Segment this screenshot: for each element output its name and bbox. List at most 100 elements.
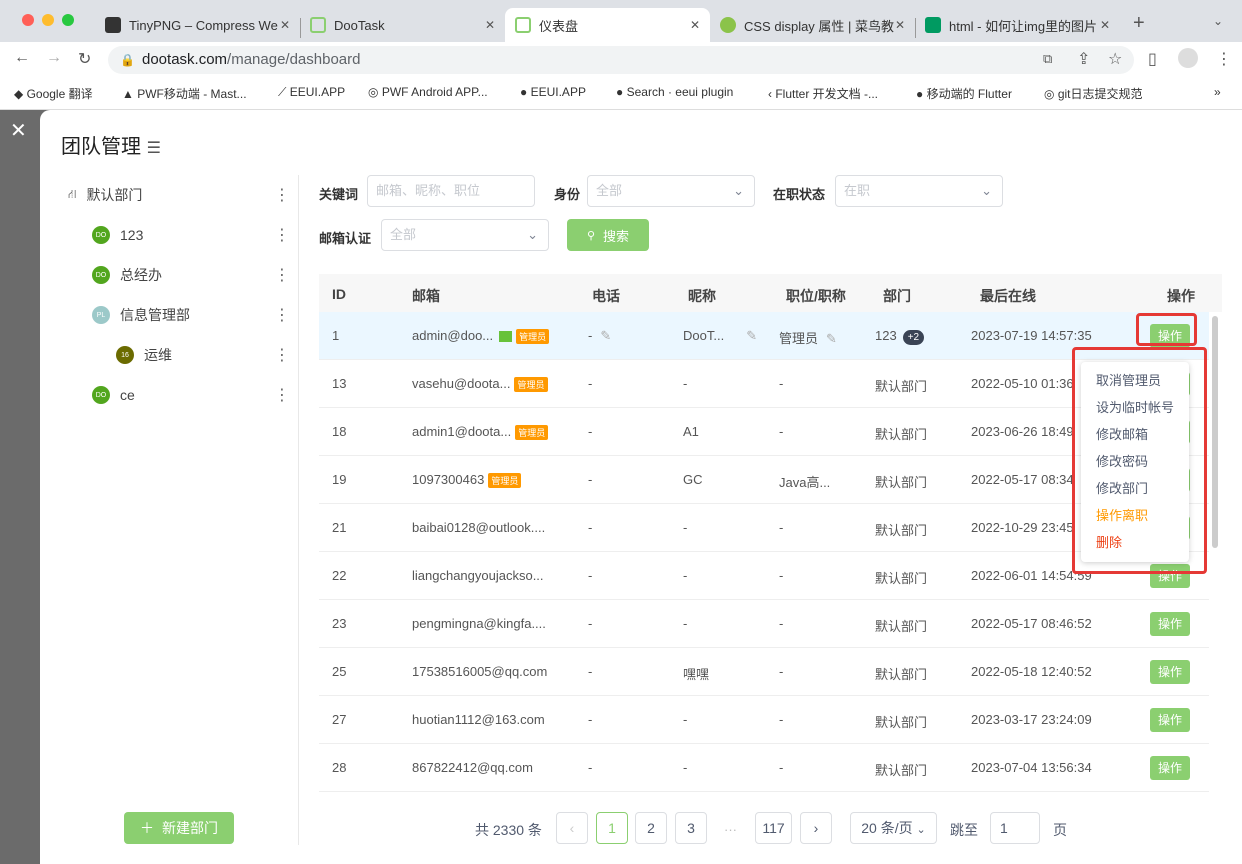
table-row[interactable]: 23 pengmingna@kingfa.... - - - 默认部门 2022-05-17… xyxy=(319,600,1209,648)
table-row[interactable]: 1 admin@doo... 管理员 - ✎ DooT... ✎ 管理员 ✎ 123 +2 2023-… xyxy=(319,312,1209,360)
table-row[interactable]: 28 867822412@qq.com - - - 默认部门 2023-07-04 13:5… xyxy=(319,744,1209,792)
more-options-icon[interactable]: ⋮ xyxy=(274,307,290,324)
browser-tab[interactable]: TinyPNG – Compress We ✕ xyxy=(95,8,300,42)
bookmark-label: Search · eeui plugin xyxy=(626,85,734,99)
menu-icon[interactable]: ⋮ xyxy=(1216,51,1232,68)
tree-item-department[interactable]: ⛙ 默认部门 xyxy=(68,183,142,207)
table-row[interactable]: 22 liangchangyoujackso... - - - 默认部门 2022-06-0… xyxy=(319,552,1209,600)
menu-item[interactable]: 修改部门 xyxy=(1096,481,1149,496)
forward-icon[interactable]: → xyxy=(46,49,62,66)
cell-last-online: 2023-07-04 13:56:34 xyxy=(971,760,1092,775)
close-tab-icon[interactable]: ✕ xyxy=(894,18,905,32)
edit-icon[interactable]: ✎ xyxy=(600,328,612,343)
highlight-box xyxy=(1072,347,1207,574)
next-page-button[interactable]: › xyxy=(800,812,832,844)
more-options-icon[interactable]: ⋮ xyxy=(274,227,290,244)
cell-nickname: - xyxy=(683,760,688,775)
edit-icon[interactable]: ✎ xyxy=(826,331,837,346)
more-options-icon[interactable]: ⋮ xyxy=(274,267,290,284)
back-icon[interactable]: ← xyxy=(14,49,30,66)
page-3[interactable]: 3 xyxy=(675,812,707,844)
bookmark[interactable]: ◎ git日志提交规范 xyxy=(1044,87,1143,101)
new-department-button[interactable]: ＋ 新建部门 xyxy=(124,812,234,844)
browser-tab[interactable]: DooTask ✕ xyxy=(300,8,505,42)
star-icon[interactable]: ☆ xyxy=(1108,51,1123,68)
tree-item-department[interactable]: 16 运维 xyxy=(116,343,172,367)
browser-tab[interactable]: CSS display 属性 | 菜鸟教 ✕ xyxy=(710,8,915,42)
url-input[interactable]: 🔒 dootask.com/manage/dashboard xyxy=(108,46,1134,74)
menu-toggle-icon[interactable]: ☰ xyxy=(146,140,161,157)
close-tab-icon[interactable]: ✕ xyxy=(279,18,290,32)
bookmark[interactable]: ◆ Google 翻译 xyxy=(14,87,93,101)
tree-item-department[interactable]: DO 123 xyxy=(92,223,143,247)
identity-select[interactable]: 全部 ⌄ xyxy=(587,175,755,207)
page-117[interactable]: 117 xyxy=(755,812,792,844)
bookmark[interactable]: ● Search · eeui plugin xyxy=(616,85,734,99)
page-ellipsis[interactable]: ··· xyxy=(724,822,737,837)
menu-item[interactable]: 修改密码 xyxy=(1096,454,1149,469)
menu-item[interactable]: 修改邮箱 xyxy=(1096,427,1149,442)
page-size-select[interactable]: 20 条/页 ⌄ xyxy=(850,812,937,844)
menu-item[interactable]: 删除 xyxy=(1096,535,1123,550)
tab-list-chevron-icon[interactable]: ⌄ xyxy=(1213,14,1224,28)
action-button[interactable]: 操作 xyxy=(1150,708,1190,732)
jump-input[interactable]: 1 xyxy=(990,812,1040,844)
table-row[interactable]: 27 huotian1112@163.com - - - 默认部门 2023-03-17 2… xyxy=(319,696,1209,744)
keyword-input[interactable]: 邮箱、昵称、职位 xyxy=(367,175,535,207)
browser-tab-active[interactable]: 仪表盘 ✕ xyxy=(505,8,710,42)
action-button[interactable]: 操作 xyxy=(1150,660,1190,684)
segmentfault-icon xyxy=(925,17,941,33)
action-button[interactable]: 操作 xyxy=(1150,612,1190,636)
tree-item-department[interactable]: DO 总经办 xyxy=(92,263,162,287)
table-row[interactable]: 25 17538516005@qq.com - 嘿嘿 - 默认部门 2022-05-18 1… xyxy=(319,648,1209,696)
share-icon[interactable]: ⇪ xyxy=(1077,51,1091,68)
status-select[interactable]: 在职 ⌄ xyxy=(835,175,1003,207)
bookmark[interactable]: ⟋ EEUI.APP xyxy=(278,85,346,99)
more-options-icon[interactable]: ⋮ xyxy=(274,187,290,204)
bookmark[interactable]: ◎ PWF Android APP... xyxy=(368,85,488,99)
new-tab-icon[interactable]: + xyxy=(1133,12,1145,34)
prev-page-button[interactable]: ‹ xyxy=(556,812,588,844)
page-1[interactable]: 1 xyxy=(596,812,628,844)
bookmark[interactable]: ‹ Flutter 开发文档 -... xyxy=(768,87,879,101)
bookmark[interactable]: ● EEUI.APP xyxy=(520,85,586,99)
cell-email: 867822412@qq.com xyxy=(412,760,533,775)
browser-tab[interactable]: html - 如何让img里的图片 ✕ xyxy=(915,8,1120,42)
close-window-button[interactable] xyxy=(22,14,34,26)
close-tab-icon[interactable]: ✕ xyxy=(689,18,700,32)
tree-item-department[interactable]: DO ce xyxy=(92,383,135,407)
admin-badge: 管理员 xyxy=(514,377,548,393)
tree-item-department[interactable]: PL 信息管理部 xyxy=(92,303,190,327)
reload-icon[interactable]: ↻ xyxy=(78,51,92,68)
action-button[interactable]: 操作 xyxy=(1150,756,1190,780)
cell-job: - xyxy=(779,376,784,391)
cell-job: - xyxy=(779,616,784,631)
cell-id: 25 xyxy=(332,664,347,679)
more-options-icon[interactable]: ⋮ xyxy=(274,347,290,364)
bookmark[interactable]: ▲ PWF移动端 - Mast... xyxy=(122,87,247,101)
table-scrollbar[interactable] xyxy=(1212,316,1218,548)
menu-item[interactable]: 设为临时帐号 xyxy=(1096,400,1175,415)
search-button[interactable]: ⚲ 搜索 xyxy=(567,219,649,251)
menu-item[interactable]: 操作离职 xyxy=(1096,508,1149,523)
cell-department: 默认部门 xyxy=(875,523,928,538)
close-tab-icon[interactable]: ✕ xyxy=(1099,18,1110,32)
close-tab-icon[interactable]: ✕ xyxy=(484,18,495,32)
page-2[interactable]: 2 xyxy=(635,812,667,844)
more-options-icon[interactable]: ⋮ xyxy=(274,387,290,404)
menu-item[interactable]: 取消管理员 xyxy=(1096,373,1162,388)
minimize-window-button[interactable] xyxy=(42,14,54,26)
maximize-window-button[interactable] xyxy=(62,14,74,26)
cell-phone: - xyxy=(588,760,593,775)
department-name: 总经办 xyxy=(120,267,162,283)
more-bookmarks-icon[interactable]: » xyxy=(1214,85,1221,99)
bookmark[interactable]: ● 移动端的 Flutter xyxy=(916,87,1012,101)
email-verify-select[interactable]: 全部 ⌄ xyxy=(381,219,549,251)
close-modal-icon[interactable]: ✕ xyxy=(10,120,27,142)
department-avatar: DO xyxy=(92,226,110,244)
translate-icon[interactable]: ⧉ xyxy=(1043,51,1053,66)
dootask-icon xyxy=(310,17,326,33)
profile-icon[interactable] xyxy=(1178,48,1198,68)
sidebar-icon[interactable]: ▯ xyxy=(1148,51,1157,68)
edit-icon[interactable]: ✎ xyxy=(746,328,758,343)
